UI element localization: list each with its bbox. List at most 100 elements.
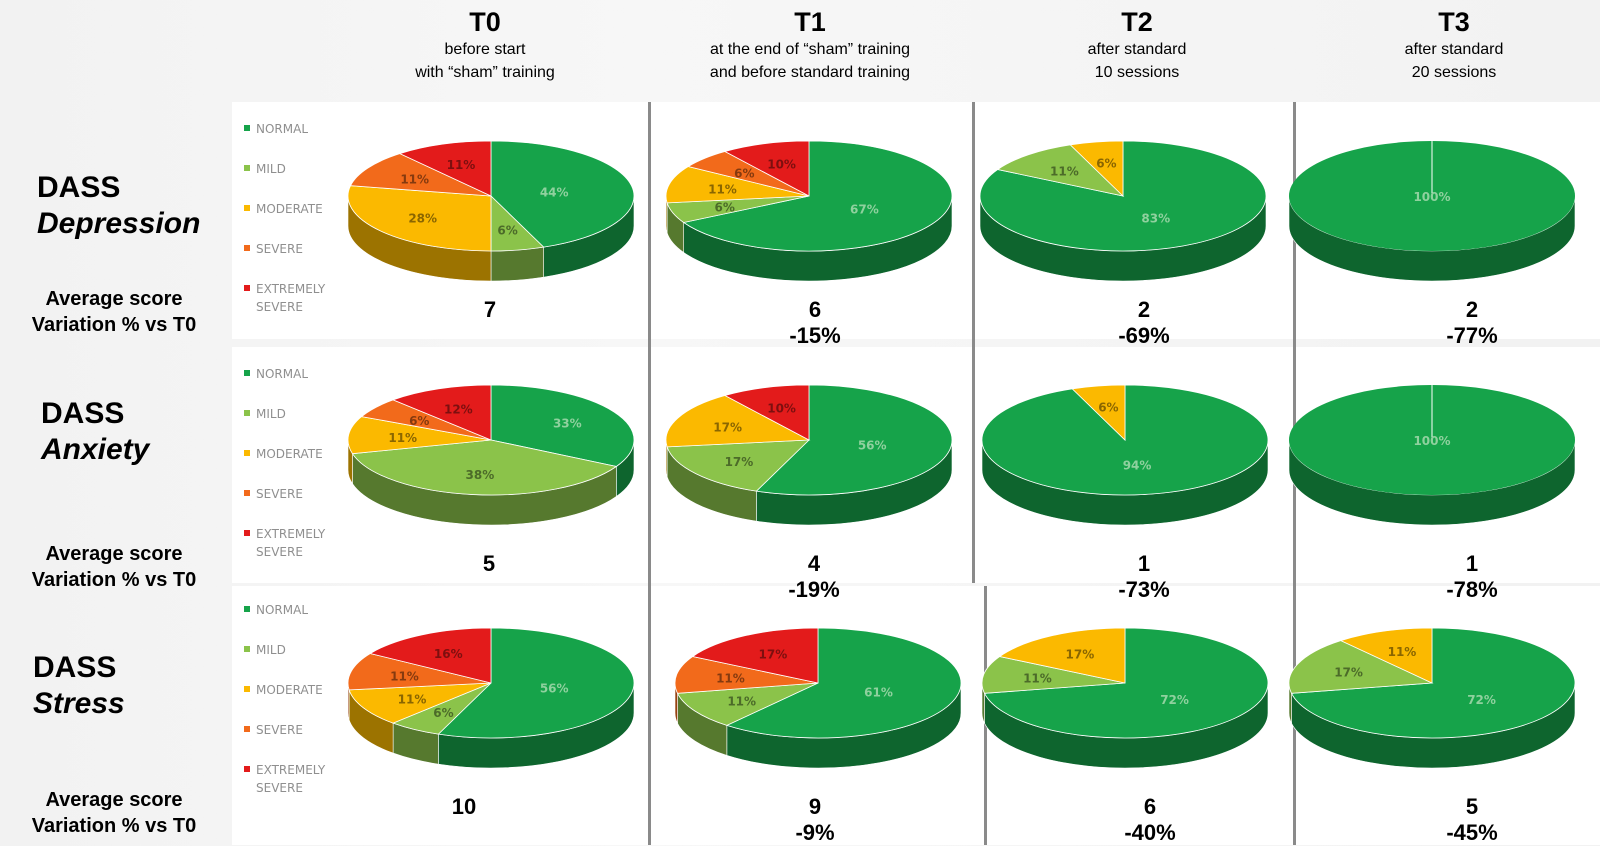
- legend-label: NORMAL: [256, 122, 309, 136]
- average-score: 2: [1465, 297, 1479, 322]
- pie-value-label-normal: 72%: [1467, 693, 1496, 707]
- pie-value-label-moderate: 11%: [388, 431, 417, 445]
- pie-slice-normal: [755, 384, 953, 496]
- pie-slice-mild: [676, 682, 819, 726]
- legend-label: MILD: [256, 407, 286, 421]
- row-label-stress: DASS Stress: [0, 650, 258, 722]
- column-description: at the end of “sham” training and before…: [709, 41, 911, 81]
- pie-value-label-extremely-severe: 10%: [767, 158, 796, 172]
- pie-value-label-moderate: 17%: [1066, 648, 1095, 662]
- score-anxiety-t0: 5: [409, 551, 569, 577]
- pie-slice-mild: [981, 656, 1126, 694]
- pie-value-label-mild: 6%: [497, 223, 517, 237]
- row-title: DASS: [37, 171, 121, 204]
- pie-slice-extremely-severe: [691, 627, 819, 684]
- legend-item-extremely-severe: EXTREMELY SEVERE: [244, 761, 364, 801]
- score-anxiety-t1: 4 -19%: [734, 551, 894, 603]
- pie-value-label-moderate: 6%: [1096, 157, 1116, 171]
- pie-value-label-mild: 11%: [727, 694, 756, 708]
- average-score-label: Average score Variation % vs T0: [31, 543, 197, 591]
- pie-value-label-extremely-severe: 16%: [434, 647, 463, 661]
- legend-swatch: [244, 606, 250, 612]
- variation-percent: -77%: [1446, 323, 1498, 348]
- score-depression-t1: 6 -15%: [735, 297, 895, 349]
- legend-anxiety: NORMAL MILD MODERATE SEVERE EXTREMELY SE…: [244, 365, 364, 565]
- pie-slice-moderate: [665, 395, 811, 448]
- pie-value-label-normal: 67%: [850, 203, 879, 217]
- variation-percent: -19%: [788, 577, 840, 602]
- average-score-label: Average score Variation % vs T0: [31, 789, 197, 837]
- pie-value-label-extremely-severe: 11%: [447, 158, 476, 172]
- row-subtitle: Depression: [37, 207, 201, 240]
- pie-slice-moderate: [348, 682, 492, 724]
- legend-label: MILD: [256, 162, 286, 176]
- legend-item-mild: MILD: [244, 641, 364, 681]
- pie-value-label-severe: 11%: [400, 173, 429, 187]
- pie-slice-mild: [996, 144, 1125, 197]
- variation-percent: -40%: [1124, 820, 1176, 845]
- legend-item-extremely-severe: EXTREMELY SEVERE: [244, 280, 364, 320]
- legend-label: SEVERE: [256, 723, 303, 737]
- variation-percent: -69%: [1118, 323, 1170, 348]
- pie-slice-severe: [674, 656, 819, 694]
- pie-value-label-normal: 72%: [1160, 693, 1189, 707]
- column-description: before start with “sham” training: [415, 41, 555, 81]
- column-divider: [648, 102, 651, 845]
- average-score: 5: [482, 551, 496, 576]
- pie-value-label-normal: 33%: [553, 417, 582, 431]
- legend-swatch: [244, 686, 250, 692]
- average-score: 4: [807, 551, 821, 576]
- pie-slice-mild: [351, 439, 618, 496]
- pie-value-label-normal: 83%: [1141, 211, 1170, 225]
- pie-slice-moderate: [347, 185, 492, 252]
- variation-percent: -15%: [789, 323, 841, 348]
- legend-label: EXTREMELY SEVERE: [256, 527, 326, 559]
- column-header-t1: T1 at the end of “sham” training and bef…: [660, 6, 960, 84]
- column-header-t3: T3 after standard 20 sessions: [1304, 6, 1600, 84]
- pie-slice-normal: [1290, 627, 1576, 739]
- pie-value-label-severe: 6%: [734, 167, 754, 181]
- pie-value-label-normal: 100%: [1413, 190, 1450, 204]
- legend-label: SEVERE: [256, 242, 303, 256]
- legend-swatch: [244, 245, 250, 251]
- legend-swatch: [244, 726, 250, 732]
- pie-value-label-normal: 94%: [1123, 458, 1152, 472]
- legend-item-moderate: MODERATE: [244, 445, 364, 485]
- pie-slice-extremely-severe: [369, 627, 492, 684]
- pie-value-label-normal: 61%: [864, 685, 893, 699]
- row-label-depression: DASS Depression: [0, 170, 262, 242]
- average-score: 6: [1143, 794, 1157, 819]
- legend-swatch: [244, 410, 250, 416]
- legend-item-severe: SEVERE: [244, 721, 364, 761]
- pie-slice-moderate: [1071, 384, 1126, 441]
- legend-depression: NORMAL MILD MODERATE SEVERE EXTREMELY SE…: [244, 120, 364, 320]
- column-code: T2: [1121, 7, 1153, 37]
- pie-slice-moderate: [347, 416, 492, 455]
- pie-wall-mild: [490, 246, 544, 282]
- legend-swatch: [244, 370, 250, 376]
- pie-slice-moderate: [1069, 140, 1124, 197]
- pie-slice-normal: [437, 627, 635, 739]
- pie-slice-normal: [983, 627, 1269, 739]
- pie-value-label-mild: 38%: [466, 468, 495, 482]
- legend-label: NORMAL: [256, 367, 309, 381]
- column-code: T0: [469, 7, 501, 37]
- score-stress-t3: 5 -45%: [1392, 794, 1552, 846]
- pie-value-label-normal: 56%: [540, 682, 569, 696]
- score-depression-t0: 7: [410, 297, 570, 323]
- pie-value-label-moderate: 11%: [398, 692, 427, 706]
- legend-label: MODERATE: [256, 202, 323, 216]
- legend-swatch: [244, 165, 250, 171]
- variation-percent: -45%: [1446, 820, 1498, 845]
- average-score: 5: [1465, 794, 1479, 819]
- score-anxiety-t3: 1 -78%: [1392, 551, 1552, 603]
- pie-value-label-extremely-severe: 10%: [767, 402, 796, 416]
- legend-label: EXTREMELY SEVERE: [256, 763, 326, 795]
- column-description: after standard 20 sessions: [1404, 41, 1504, 81]
- pie-slice-extremely-severe: [723, 140, 810, 197]
- variation-percent: -9%: [795, 820, 835, 845]
- pie-value-label-normal: 44%: [540, 185, 569, 199]
- legend-swatch: [244, 530, 250, 536]
- column-header-t0: T0 before start with “sham” training: [335, 6, 635, 84]
- row-label-anxiety: DASS Anxiety: [0, 396, 266, 468]
